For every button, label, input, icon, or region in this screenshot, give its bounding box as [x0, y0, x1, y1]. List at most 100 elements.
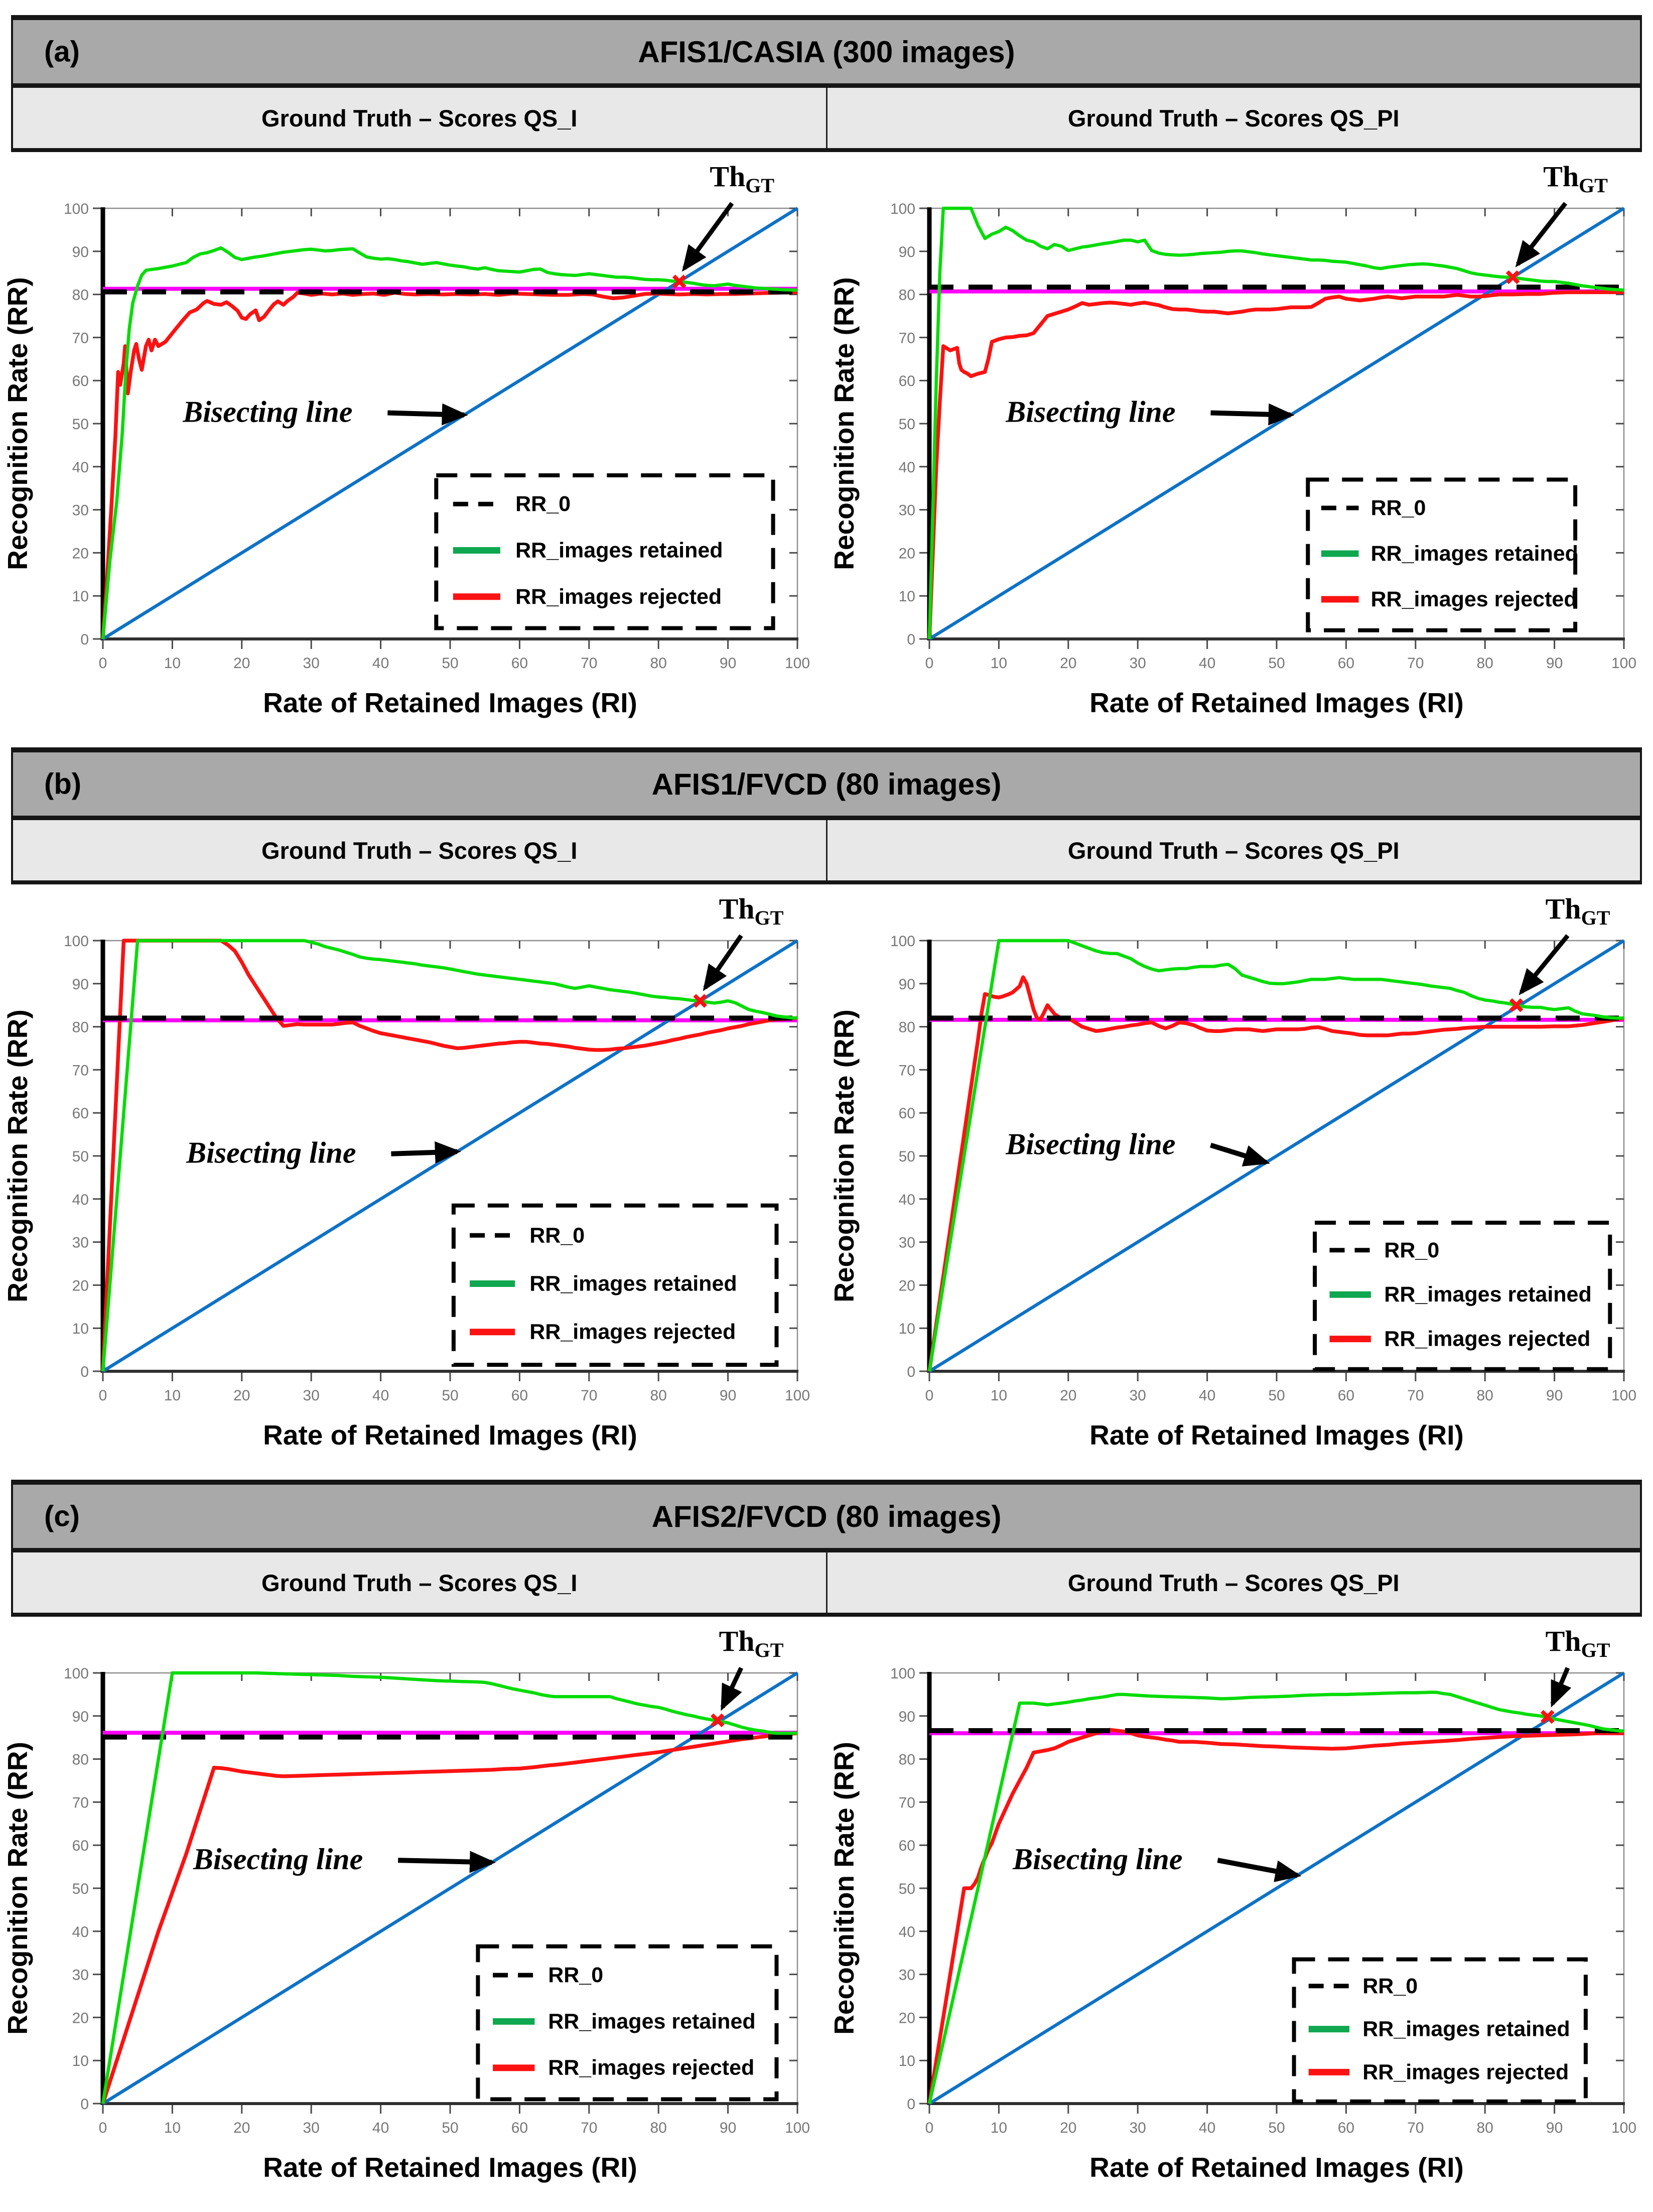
- y-tick-label: 30: [899, 502, 915, 519]
- y-tick-label: 70: [72, 1794, 89, 1811]
- x-tick-label: 10: [991, 1387, 1007, 1404]
- thgt-marker: [1505, 270, 1520, 285]
- rr-images-retained-line: [101, 939, 798, 1372]
- y-tick-label: 60: [72, 373, 89, 389]
- y-tick-label: 80: [899, 1019, 915, 1036]
- x-tick-label: 70: [1407, 1387, 1424, 1404]
- legend-label: RR_0: [1362, 1974, 1418, 1998]
- tick-labels: 0 10 20 30 40 50 60 70 80 90 100 0 10 20 30 40 50 60 70 80 9…: [64, 933, 810, 1404]
- y-tick-label: 100: [890, 933, 915, 950]
- section-c-title: AFIS2/FVCD (80 images): [651, 1499, 1002, 1533]
- x-tick-label: 40: [372, 1387, 389, 1404]
- y-tick-label: 0: [80, 2096, 89, 2113]
- tick-labels: 0 10 20 30 40 50 60 70 80 90 100 0 10 20 30 40 50 60 70 80 9…: [890, 933, 1636, 1404]
- section-b-subtitle-band: Ground Truth – Scores QS_I Ground Truth …: [13, 820, 1640, 880]
- rr-images-rejected-line: [927, 1728, 1624, 2104]
- thgt-marker: [1540, 1710, 1555, 1724]
- x-tick-label: 80: [1477, 655, 1493, 672]
- y-tick-label: 90: [72, 244, 89, 261]
- thgt-arrow: [681, 202, 734, 272]
- legend-label: RR_images rejected: [529, 1320, 736, 1344]
- rr-images-rejected-line: [101, 290, 798, 639]
- x-tick-label: 30: [1130, 2120, 1146, 2136]
- y-tick-label: 70: [899, 330, 915, 346]
- thgt-label: ThGT: [1546, 1625, 1610, 1661]
- section-c-subtitle-right: Ground Truth – Scores QS_PI: [1067, 1569, 1400, 1596]
- thgt-label: ThGT: [719, 1625, 784, 1661]
- y-tick-label: 100: [64, 201, 89, 217]
- y-tick-label: 10: [72, 588, 89, 605]
- x-tick-label: 40: [1199, 1387, 1215, 1404]
- chart-c-left: 0 10 20 30 40 50 60 70 80 90 100 0 10 20 30 40 50 60 70 80 9…: [0, 1623, 827, 2190]
- rr-images-retained-line: [927, 206, 1624, 639]
- y-tick-label: 80: [72, 1019, 89, 1036]
- rr-images-rejected-line: [101, 939, 798, 1372]
- thgt-label: ThGT: [719, 892, 784, 929]
- x-tick-label: 80: [650, 1387, 667, 1404]
- y-tick-label: 90: [899, 1709, 915, 1725]
- section-a-title-band: (a) AFIS1/CASIA (300 images): [13, 20, 1640, 88]
- x-tick-label: 10: [164, 2120, 181, 2136]
- x-tick-label: 30: [303, 1387, 320, 1404]
- y-tick-label: 0: [80, 631, 89, 648]
- legend-label: RR_images retained: [1362, 2017, 1570, 2041]
- legend-label: RR_images retained: [1384, 1282, 1591, 1307]
- tick-labels: 0 10 20 30 40 50 60 70 80 90 100 0 10 20 30 40 50 60 70 80 9…: [890, 1665, 1636, 2136]
- x-tick-label: 50: [1268, 1387, 1285, 1404]
- legend-label: RR_images retained: [529, 1272, 737, 1296]
- chart-svg-c-left: 0 10 20 30 40 50 60 70 80 90 100 0 10 20 30 40 50 60 70 80 9…: [2, 1625, 810, 2183]
- y-tick-label: 20: [899, 545, 915, 562]
- rr-images-retained-line: [101, 246, 798, 639]
- x-tick-label: 50: [442, 655, 458, 672]
- y-tick-label: 70: [899, 1794, 915, 1811]
- rr-images-rejected-line: [927, 975, 1624, 1372]
- x-tick-label: 60: [1338, 2120, 1354, 2136]
- chart-a-right: 0 10 20 30 40 50 60 70 80 90 100 0 10 20 30 40 50 60 70 80 9…: [827, 158, 1653, 725]
- bisecting-label: Bisecting line: [1005, 396, 1175, 429]
- legend-label: RR_0: [548, 1963, 603, 1987]
- y-tick-label: 10: [72, 1321, 89, 1337]
- thgt-label: ThGT: [1546, 892, 1610, 929]
- section-a-subtitle-right: Ground Truth – Scores QS_PI: [1067, 104, 1400, 132]
- thgt-arrow: [1519, 934, 1570, 995]
- x-tick-label: 60: [511, 1387, 528, 1404]
- x-tick-label: 70: [581, 2120, 597, 2136]
- section-b-header: (b) AFIS1/FVCD (80 images) Ground Truth …: [11, 747, 1642, 884]
- x-tick-label: 0: [925, 655, 934, 672]
- axis-ticks: [93, 940, 798, 1381]
- chart-svg-b-right: 0 10 20 30 40 50 60 70 80 90 100 0 10 20 30 40 50 60 70 80 9…: [829, 892, 1636, 1451]
- rr-images-rejected-line: [101, 1731, 798, 2105]
- bisecting-arrow: [391, 1141, 461, 1163]
- x-tick-label: 80: [650, 2120, 667, 2136]
- y-tick-label: 20: [72, 545, 89, 562]
- bisecting-arrow: [398, 1851, 496, 1873]
- bisecting-label: Bisecting line: [186, 1136, 356, 1169]
- x-tick-label: 30: [303, 2120, 320, 2136]
- y-tick-label: 20: [899, 2010, 915, 2026]
- y-tick-label: 60: [72, 1105, 89, 1122]
- bisecting-arrow: [1210, 403, 1295, 426]
- thgt-marker: [672, 275, 686, 289]
- x-axis-label: Rate of Retained Images (RI): [263, 687, 637, 718]
- x-tick-label: 0: [99, 2120, 107, 2136]
- x-tick-label: 90: [720, 1387, 736, 1404]
- axis-ticks: [93, 207, 798, 649]
- legend-label: RR_0: [529, 1223, 585, 1247]
- y-tick-label: 0: [80, 1364, 89, 1380]
- y-tick-label: 90: [899, 976, 915, 993]
- x-tick-label: 30: [1130, 655, 1146, 672]
- y-tick-label: 60: [899, 1105, 915, 1122]
- x-tick-label: 80: [1477, 1387, 1493, 1404]
- bisecting-arrow: [1217, 1858, 1302, 1882]
- section-b-charts: 0 10 20 30 40 50 60 70 80 90 100 0 10 20 30 40 50 60 70 80 9…: [0, 890, 1653, 1458]
- x-tick-label: 100: [785, 1387, 810, 1404]
- y-tick-label: 10: [899, 1321, 915, 1337]
- section-a-subtitle-left: Ground Truth – Scores QS_I: [13, 88, 828, 148]
- x-tick-label: 50: [442, 2120, 458, 2136]
- y-tick-label: 50: [899, 1148, 915, 1165]
- legend-label: RR_images retained: [515, 539, 723, 563]
- y-tick-label: 90: [899, 244, 915, 261]
- y-tick-label: 40: [899, 1924, 915, 1940]
- y-tick-label: 30: [72, 502, 89, 519]
